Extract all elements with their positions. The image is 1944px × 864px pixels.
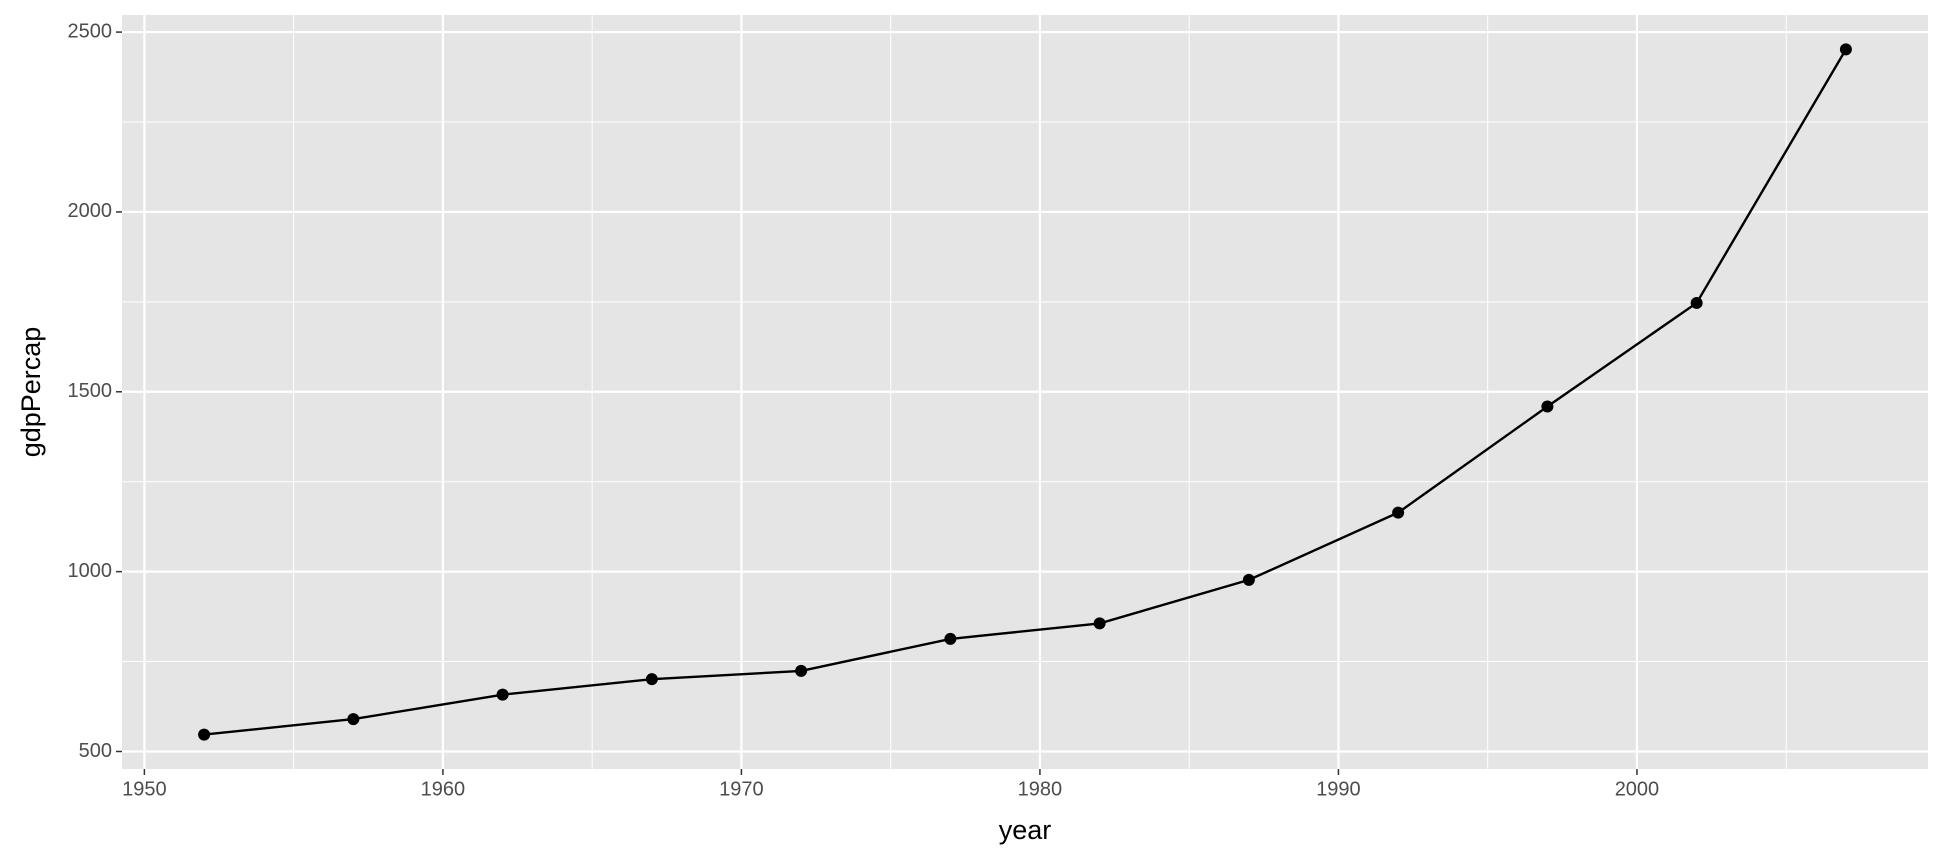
x-axis-title: year [999, 815, 1052, 845]
x-tick-label: 1950 [122, 778, 167, 800]
data-point [944, 632, 957, 645]
data-point [1541, 400, 1554, 413]
data-point [1392, 506, 1405, 519]
data-point [198, 728, 211, 741]
y-axis-title: gdpPercap [16, 327, 46, 458]
y-tick-label: 2500 [68, 20, 113, 42]
data-point [1242, 573, 1255, 586]
x-tick-label: 2000 [1615, 778, 1660, 800]
x-tick-label: 1960 [421, 778, 466, 800]
data-point [1093, 617, 1106, 630]
x-tick-label: 1990 [1316, 778, 1361, 800]
data-point [347, 713, 360, 726]
data-point [1690, 296, 1703, 309]
data-line [203, 48, 1847, 736]
data-point [1839, 43, 1852, 56]
data-point [496, 688, 509, 701]
y-tick-label: 1000 [68, 560, 113, 582]
x-tick-label: 1970 [719, 778, 764, 800]
data-point [645, 673, 658, 686]
x-tick-label: 1980 [1018, 778, 1063, 800]
y-tick-label: 1500 [68, 380, 113, 402]
y-tick-label: 2000 [68, 200, 113, 222]
y-tick-label: 500 [79, 740, 112, 762]
data-point [795, 664, 808, 677]
